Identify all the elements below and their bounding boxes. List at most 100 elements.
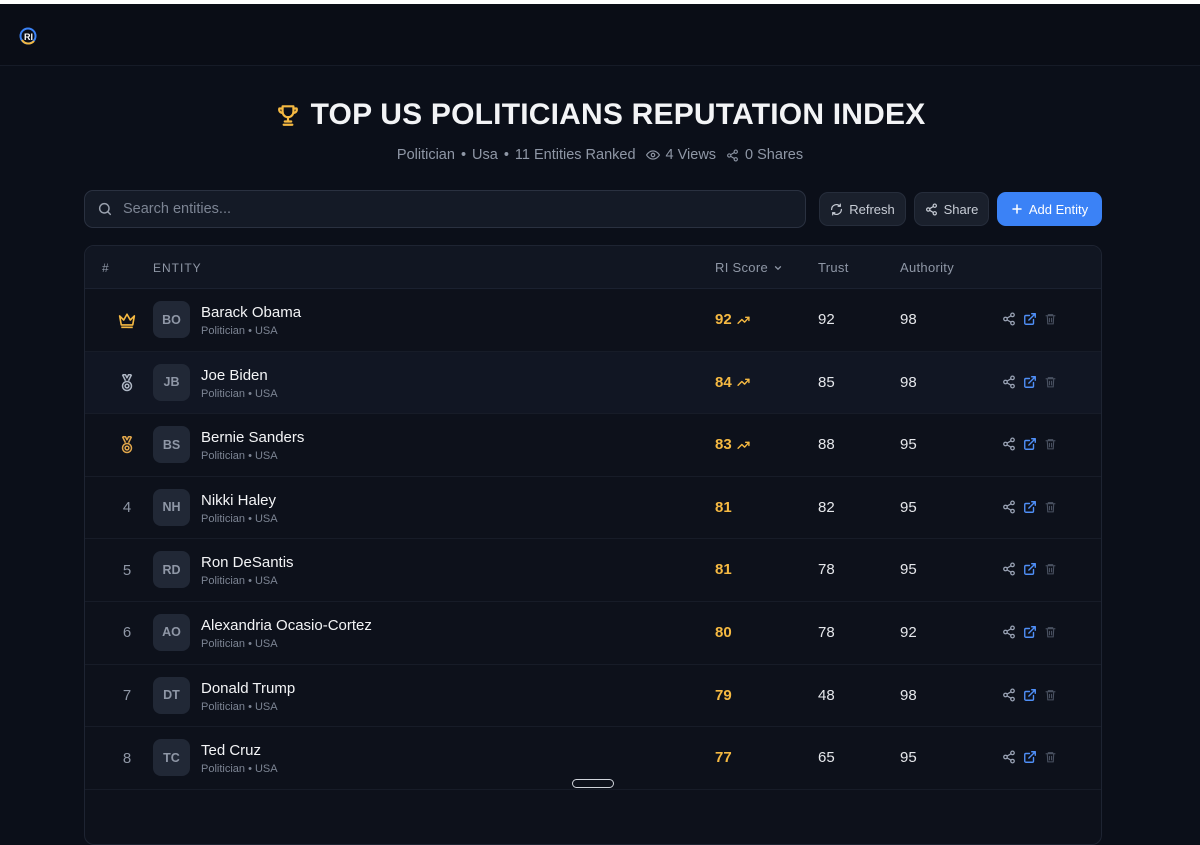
table-row[interactable]: BS Bernie Sanders Politician • USA 83 88 95 [85, 414, 1101, 477]
avatar: NH [153, 488, 190, 526]
table-row[interactable]: JB Joe Biden Politician • USA 84 85 98 [85, 351, 1101, 415]
trash-icon[interactable] [1044, 562, 1058, 576]
ri-score: 84 [715, 374, 750, 391]
trust-score: 92 [818, 311, 835, 328]
share-icon[interactable] [1002, 375, 1016, 389]
ranked-count: 11 Entities Ranked [514, 147, 636, 163]
search-icon [98, 202, 112, 216]
trash-icon[interactable] [1044, 688, 1058, 702]
rank-cell [107, 289, 147, 351]
trash-icon[interactable] [1044, 500, 1058, 514]
search-bar[interactable] [84, 190, 806, 228]
external-link-icon[interactable] [1023, 562, 1037, 576]
table-row[interactable]: 7 DT Donald Trump Politician • USA 79 48 98 [85, 665, 1101, 728]
share-icon [925, 202, 937, 216]
avatar: JB [153, 363, 190, 401]
rank-cell: 8 [107, 727, 147, 789]
trending-up-icon [737, 440, 750, 450]
row-actions [1002, 688, 1058, 702]
trust-score: 78 [818, 623, 835, 641]
share-icon[interactable] [1002, 312, 1016, 326]
entity-meta: Politician • USA [201, 450, 278, 463]
external-link-icon[interactable] [1023, 688, 1037, 702]
external-link-icon[interactable] [1023, 750, 1037, 764]
share-icon[interactable] [1002, 437, 1016, 451]
refresh-label: Refresh [849, 201, 895, 217]
entity-name[interactable]: Alexandria Ocasio-Cortez [201, 616, 372, 634]
trash-icon[interactable] [1044, 312, 1058, 326]
trash-icon[interactable] [1044, 437, 1058, 451]
navbar: RI [0, 4, 1200, 66]
top-strip [0, 0, 1200, 4]
avatar: AO [153, 613, 190, 651]
rank-cell: 6 [107, 602, 147, 664]
row-actions [1002, 437, 1058, 451]
authority-score: 95 [900, 561, 917, 579]
chevron-down-icon [774, 265, 782, 270]
row-actions [1002, 312, 1058, 326]
ri-score-label: RI Score [715, 260, 768, 275]
external-link-icon[interactable] [1023, 437, 1037, 451]
share-icon[interactable] [1002, 562, 1016, 576]
external-link-icon[interactable] [1023, 500, 1037, 514]
svg-text:RI: RI [24, 32, 33, 42]
entity-name[interactable]: Ron DeSantis [201, 554, 294, 572]
trash-icon[interactable] [1044, 750, 1058, 764]
entity-meta: Politician • USA [201, 387, 278, 400]
share-icon[interactable] [1002, 500, 1016, 514]
ri-score: 92 [715, 311, 750, 328]
column-trust: Trust [818, 260, 849, 275]
trust-score: 65 [818, 749, 835, 767]
add-entity-button[interactable]: Add Entity [997, 192, 1102, 226]
ri-score: 81 [715, 499, 732, 516]
page-title-text: TOP US POLITICIANS REPUTATION INDEX [310, 98, 926, 131]
region-label: Usa [472, 147, 498, 163]
refresh-icon [831, 202, 843, 216]
trophy-icon [277, 105, 298, 126]
entity-name[interactable]: Joe Biden [201, 366, 268, 384]
entity-name[interactable]: Nikki Haley [201, 491, 277, 509]
column-ri-score[interactable]: RI Score [715, 260, 783, 275]
trust-score: 48 [818, 686, 835, 704]
ri-score: 83 [715, 436, 750, 453]
row-actions [1002, 562, 1058, 576]
views-count: 4 Views [665, 147, 717, 163]
authority-score: 98 [900, 686, 917, 704]
entity-name[interactable]: Barack Obama [201, 304, 302, 321]
bronze-medal-icon [118, 435, 136, 455]
table-row[interactable]: 6 AO Alexandria Ocasio-Cortez Politician • … [85, 602, 1101, 665]
entity-name[interactable]: Donald Trump [201, 679, 296, 697]
table-row[interactable]: BO Barack Obama Politician • USA 92 92 98 [85, 289, 1101, 352]
authority-score: 98 [900, 373, 917, 391]
table-row[interactable]: 8 TC Ted Cruz Politician • USA 77 65 95 [85, 727, 1101, 790]
entity-name[interactable]: Ted Cruz [201, 742, 262, 760]
page-header: TOP US POLITICIANS REPUTATION INDEX Poli… [0, 98, 1200, 163]
external-link-icon[interactable] [1023, 312, 1037, 326]
avatar: BS [153, 426, 190, 464]
entity-name[interactable]: Bernie Sanders [201, 429, 305, 447]
entity-meta: Politician • USA [201, 325, 278, 337]
add-entity-label: Add Entity [1028, 201, 1089, 217]
table-row[interactable]: 5 RD Ron DeSantis Politician • USA 81 78 95 [85, 539, 1101, 602]
ri-score: 80 [715, 624, 732, 641]
refresh-button[interactable]: Refresh [819, 192, 906, 226]
external-link-icon[interactable] [1023, 625, 1037, 639]
row-actions [1002, 625, 1058, 639]
share-icon[interactable] [1002, 688, 1016, 702]
share-icon[interactable] [1002, 625, 1016, 639]
silver-medal-icon [118, 373, 136, 393]
share-icon[interactable] [1002, 750, 1016, 764]
trash-icon[interactable] [1044, 375, 1058, 389]
trash-icon[interactable] [1044, 625, 1058, 639]
rank-cell: 5 [107, 539, 147, 601]
search-input[interactable] [123, 201, 763, 217]
table-body: BO Barack Obama Politician • USA 92 92 98 JB Jo… [85, 289, 1101, 790]
avatar: RD [153, 551, 190, 589]
external-link-icon[interactable] [1023, 375, 1037, 389]
ri-score-value: 77 [715, 749, 732, 767]
logo-icon[interactable]: RI [18, 26, 40, 46]
share-button[interactable]: Share [914, 192, 989, 226]
category-label: Politician [396, 147, 455, 163]
table-row[interactable]: 4 NH Nikki Haley Politician • USA 81 82 95 [85, 477, 1101, 540]
home-indicator [572, 779, 614, 788]
